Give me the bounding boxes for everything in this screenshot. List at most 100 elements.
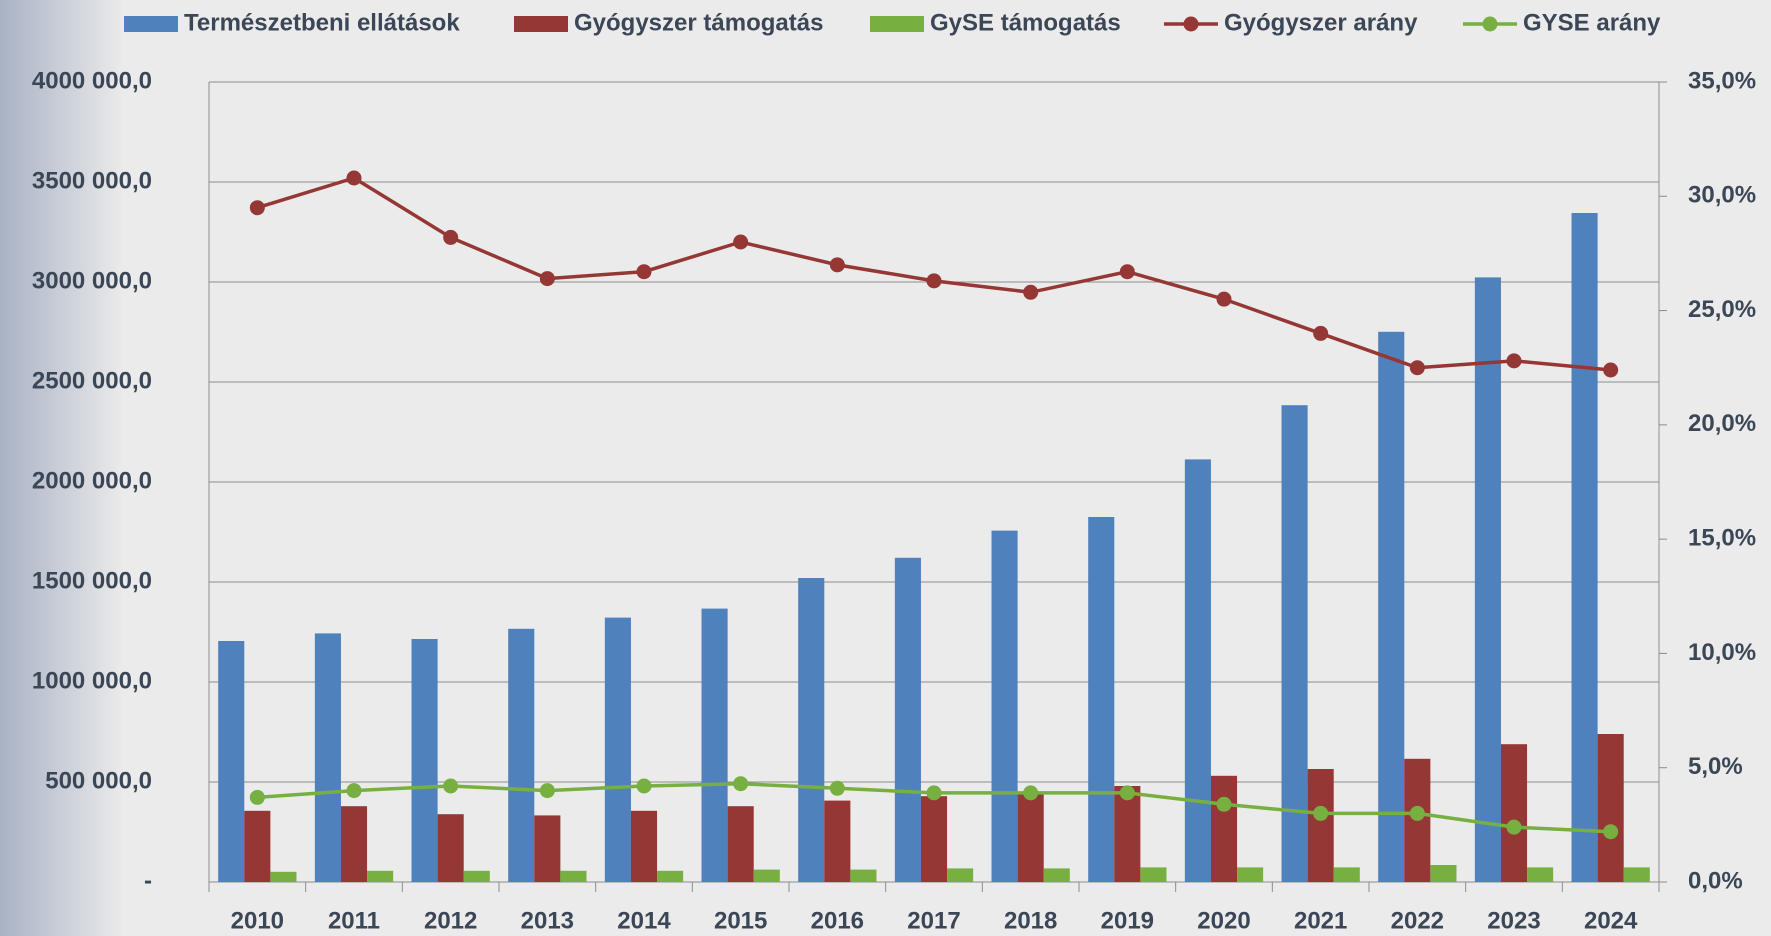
line-marker: [346, 170, 362, 186]
bar: [630, 810, 658, 882]
bar: [1527, 867, 1554, 882]
bar: [218, 641, 245, 882]
bar: [850, 869, 877, 882]
bar: [657, 870, 684, 882]
bar: [270, 871, 297, 882]
bar: [991, 530, 1018, 882]
y-tick-label: 3000 000,0: [32, 267, 152, 294]
line-marker: [926, 273, 942, 289]
line-marker: [829, 780, 845, 796]
x-tick-label: 2010: [231, 907, 284, 934]
bar: [1281, 405, 1308, 882]
y-tick-label: 500 000,0: [45, 767, 152, 794]
line-marker: [733, 234, 749, 250]
bar: [894, 557, 921, 882]
bar: [1237, 867, 1264, 882]
bar: [340, 806, 368, 882]
bar: [947, 868, 974, 882]
bar: [1210, 775, 1238, 882]
bar: [1378, 331, 1405, 882]
legend-swatch: [514, 16, 568, 32]
line-marker: [1216, 291, 1232, 307]
bar: [824, 800, 851, 882]
legend-label: Természetbeni ellátások: [184, 9, 460, 36]
y-tick-label: 2000 000,0: [32, 467, 152, 494]
bar: [727, 806, 754, 882]
x-tick-label: 2021: [1294, 907, 1347, 934]
line-marker: [443, 778, 459, 794]
bar: [411, 639, 438, 882]
bar: [367, 870, 394, 882]
x-tick-label: 2016: [811, 907, 864, 934]
x-tick-label: 2014: [617, 907, 671, 934]
bar: [1088, 517, 1115, 882]
bar: [244, 810, 271, 882]
y-tick-label: 1500 000,0: [32, 567, 152, 594]
line-marker: [1023, 785, 1039, 801]
bar: [798, 578, 825, 882]
y-tick-label: 3500 000,0: [32, 167, 152, 194]
line-marker: [733, 776, 749, 792]
y-tick-label: 1000 000,0: [32, 667, 152, 694]
line-marker: [636, 778, 652, 794]
line-marker: [443, 229, 459, 245]
y2-tick-label: 15,0%: [1688, 524, 1756, 551]
y-tick-label: 2500 000,0: [32, 367, 152, 394]
line-marker: [346, 783, 362, 799]
x-tick-label: 2017: [907, 907, 960, 934]
bar: [1114, 786, 1141, 882]
bar: [920, 796, 948, 882]
bar: [463, 870, 490, 882]
x-tick-label: 2011: [328, 907, 380, 934]
bar: [1140, 867, 1167, 882]
x-tick-label: 2020: [1197, 907, 1250, 934]
line-marker: [636, 264, 652, 280]
bar: [508, 628, 535, 882]
legend-swatch: [124, 16, 178, 32]
line-marker: [1313, 325, 1329, 341]
bar: [534, 815, 561, 882]
y2-tick-label: 25,0%: [1688, 296, 1756, 323]
bar: [604, 617, 631, 882]
y-tick-label: 4000 000,0: [32, 67, 152, 94]
bar: [753, 869, 780, 882]
line-marker: [1313, 805, 1329, 821]
bar: [1623, 867, 1650, 882]
y2-tick-label: 5,0%: [1688, 753, 1743, 780]
legend-swatch: [1482, 16, 1498, 32]
bar: [701, 608, 728, 882]
x-tick-label: 2015: [714, 907, 767, 934]
bar: [560, 870, 587, 882]
y2-tick-label: 20,0%: [1688, 410, 1756, 437]
line-marker: [1023, 284, 1039, 300]
x-tick-label: 2023: [1487, 907, 1540, 934]
y2-tick-label: 10,0%: [1688, 639, 1756, 666]
x-tick-label: 2012: [424, 907, 477, 934]
y2-tick-label: 0,0%: [1688, 867, 1743, 894]
bar: [1307, 769, 1334, 882]
line-marker: [1506, 819, 1522, 835]
x-tick-label: 2022: [1391, 907, 1444, 934]
line-marker: [926, 785, 942, 801]
bar: [1017, 792, 1044, 882]
bar: [1043, 868, 1070, 882]
line-marker: [1603, 824, 1619, 840]
y2-tick-label: 30,0%: [1688, 182, 1756, 209]
bar: [1500, 744, 1528, 882]
bar: [1571, 213, 1598, 882]
x-tick-label: 2018: [1004, 907, 1057, 934]
legend-label: GYSE arány: [1523, 9, 1661, 36]
line-marker: [539, 783, 555, 799]
x-tick-label: 2013: [521, 907, 574, 934]
line-marker: [539, 271, 555, 287]
legend-swatch: [1183, 16, 1199, 32]
legend-label: GySE támogatás: [930, 9, 1121, 36]
legend-label: Gyógyszer arány: [1224, 9, 1418, 36]
bar: [437, 814, 464, 882]
legend-label: Gyógyszer támogatás: [574, 9, 823, 36]
line-marker: [1409, 360, 1425, 376]
bar: [1474, 277, 1501, 882]
line-marker: [1506, 353, 1522, 369]
line-marker: [1119, 785, 1135, 801]
